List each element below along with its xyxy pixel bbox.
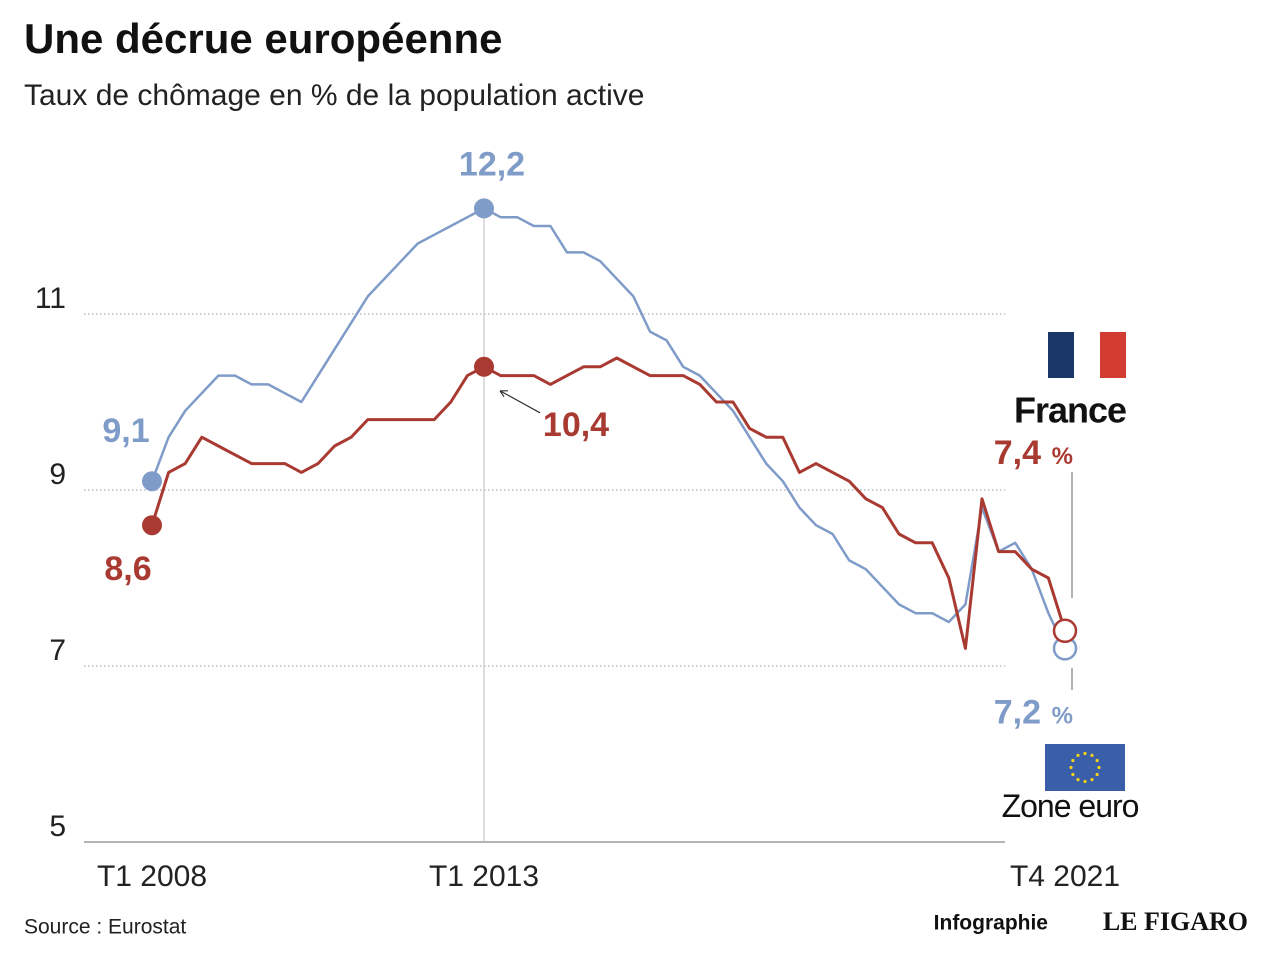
- y-tick-label: 9: [49, 458, 66, 491]
- point: [474, 198, 494, 219]
- star: [1083, 751, 1087, 756]
- source: Source : Eurostat: [24, 916, 186, 939]
- series-line: [150, 207, 1067, 649]
- point: [474, 356, 494, 377]
- star: [1071, 772, 1075, 777]
- series-line: [150, 356, 1067, 650]
- credit: Infographie: [934, 912, 1048, 935]
- star: [1083, 779, 1087, 784]
- unit-label: %: [1052, 703, 1073, 730]
- y-tick-label: 11: [35, 282, 66, 315]
- star: [1090, 778, 1094, 782]
- legend-label: France: [1014, 389, 1126, 430]
- data-label: 7,4: [994, 434, 1041, 472]
- data-label: 8,6: [104, 550, 151, 588]
- x-tick-label: T1 2008: [97, 860, 207, 893]
- star: [1097, 765, 1101, 770]
- eu-flag: [1045, 744, 1125, 791]
- point: [142, 515, 162, 536]
- x-tick-label: T1 2013: [429, 860, 539, 893]
- x-tick-label: T4 2021: [1010, 860, 1120, 893]
- chart-subtitle: Taux de chômage en % de la population ac…: [24, 79, 644, 112]
- data-label: 12,2: [459, 145, 525, 183]
- y-tick-label: 5: [49, 810, 66, 843]
- star: [1071, 758, 1075, 763]
- star: [1076, 753, 1080, 757]
- star: [1069, 765, 1073, 770]
- annotation-arrow: [499, 390, 541, 414]
- star: [1095, 772, 1099, 777]
- y-tick-label: 7: [49, 634, 66, 667]
- legend-label: Zone euro: [1002, 788, 1139, 824]
- data-label: 7,2: [994, 693, 1041, 731]
- point: [142, 471, 162, 492]
- end-point: [1052, 618, 1078, 644]
- brand: LE FIGARO: [1103, 907, 1248, 936]
- france-flag: [1048, 332, 1126, 378]
- star: [1076, 778, 1080, 782]
- unit-label: %: [1052, 443, 1073, 470]
- chart-title: Une décrue européenne: [24, 15, 502, 62]
- star: [1090, 753, 1094, 757]
- data-label: 10,4: [543, 406, 609, 444]
- star: [1095, 758, 1099, 763]
- data-label: 9,1: [102, 412, 149, 450]
